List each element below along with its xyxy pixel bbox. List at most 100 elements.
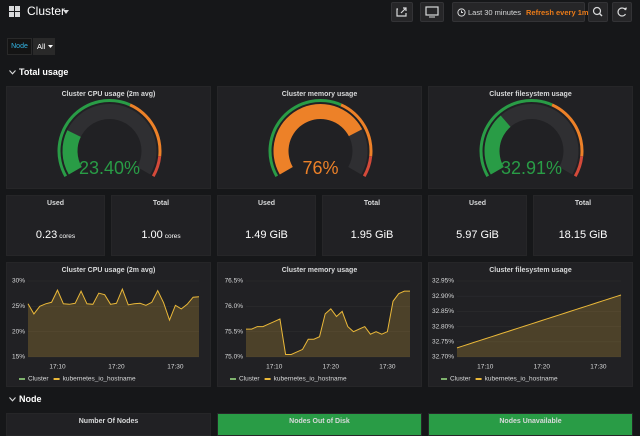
legend-label: Cluster bbox=[239, 376, 260, 383]
gauge-panel: Cluster filesystem usage 32.91% bbox=[428, 86, 633, 189]
gauge-panel: Cluster CPU usage (2m avg) 23.40% bbox=[6, 86, 211, 189]
gauge-track bbox=[484, 103, 579, 175]
clock-icon bbox=[457, 8, 466, 17]
variable-value[interactable]: All bbox=[33, 38, 55, 55]
x-tick-label: 17:30 bbox=[379, 364, 396, 371]
panel-title: Number Of Nodes bbox=[78, 418, 139, 425]
legend-label: kubernetes_io_hostname bbox=[63, 376, 136, 383]
zoom-icon bbox=[592, 6, 603, 17]
gauge: 32.91% bbox=[479, 99, 584, 178]
y-tick-label: 32.70% bbox=[432, 354, 454, 361]
area-fill bbox=[457, 294, 621, 357]
graph: 15% 20% 25% 30% 17:10 17:20 17:30 Cluster kubern… bbox=[12, 278, 200, 383]
y-tick-label: 20% bbox=[12, 328, 25, 335]
x-tick-label: 17:30 bbox=[167, 364, 184, 371]
stat-number: 0.23 bbox=[35, 229, 58, 241]
panel-title: Used bbox=[46, 200, 65, 207]
threshold-band bbox=[340, 103, 373, 157]
panel-title: Nodes Out of Disk bbox=[289, 418, 350, 425]
grid-icon[interactable] bbox=[9, 6, 21, 18]
x-tick-label: 17:10 bbox=[477, 364, 494, 371]
y-tick-label: 32.85% bbox=[432, 308, 454, 315]
share-button[interactable] bbox=[391, 2, 413, 22]
stat-panel: Used 5.97 GiB bbox=[428, 195, 527, 256]
y-tick-label: 32.95% bbox=[432, 278, 454, 285]
row-title[interactable]: Node bbox=[19, 394, 42, 404]
zoom-button[interactable] bbox=[588, 2, 608, 22]
y-tick-label: 15% bbox=[12, 354, 25, 361]
x-tick-label: 17:20 bbox=[108, 364, 125, 371]
legend-label: Cluster bbox=[28, 376, 49, 383]
caret bbox=[63, 10, 69, 14]
stat-unit: GiB bbox=[589, 229, 608, 241]
panel-title: Cluster CPU usage (2m avg) bbox=[61, 267, 156, 274]
tv-button[interactable] bbox=[420, 2, 444, 22]
share-icon bbox=[396, 7, 407, 17]
node-panel: Nodes Out of Disk bbox=[217, 413, 422, 436]
graph-panel: Cluster CPU usage (2m avg) 15% 20% 25% 30% 17… bbox=[6, 262, 211, 387]
panel-title: Nodes Unavailable bbox=[499, 418, 562, 425]
stat-unit: cores bbox=[164, 233, 181, 240]
gauge-value bbox=[273, 103, 363, 175]
node-panel: Nodes Unavailable bbox=[428, 413, 633, 436]
line-series bbox=[456, 294, 622, 349]
stat-panel: Total 1.00 cores bbox=[111, 195, 211, 256]
row-title[interactable]: Total usage bbox=[19, 67, 69, 77]
threshold-band bbox=[573, 156, 584, 177]
stat-number: 1.49 bbox=[245, 229, 267, 241]
y-tick-label: 75.0% bbox=[225, 354, 244, 361]
gauge-value-label: 23.40% bbox=[79, 158, 140, 178]
stat-panel: Total 1.95 GiB bbox=[322, 195, 422, 256]
x-tick-label: 17:30 bbox=[590, 364, 607, 371]
gauge: 76% bbox=[268, 99, 373, 178]
gauge: 23.40% bbox=[57, 99, 162, 178]
row-chevron[interactable] bbox=[9, 397, 16, 402]
threshold-band bbox=[362, 156, 373, 177]
y-tick-label: 32.90% bbox=[432, 293, 454, 300]
area-fill bbox=[28, 289, 199, 357]
threshold-band bbox=[551, 103, 584, 157]
dashboard-title[interactable]: Cluster bbox=[27, 4, 66, 18]
stat-unit: GiB bbox=[480, 229, 499, 241]
variable-label: Node bbox=[7, 38, 32, 55]
stat-number: 5.97 bbox=[456, 229, 478, 241]
stat-value: 0.23 cores bbox=[7, 229, 104, 241]
graph: 75.0% 75.5% 76.0% 76.5% 17:10 17:20 17:30 Clust… bbox=[225, 278, 410, 383]
stat-unit: GiB bbox=[269, 229, 288, 241]
legend-swatch bbox=[441, 378, 447, 380]
stat-value: 1.95 GiB bbox=[323, 229, 421, 241]
legend-swatch bbox=[19, 378, 25, 380]
stat-unit: cores bbox=[59, 233, 76, 240]
panel-title: Cluster filesystem usage bbox=[489, 267, 572, 274]
y-tick-label: 75.5% bbox=[225, 328, 244, 335]
gauge-track bbox=[62, 103, 157, 175]
row-chevron[interactable] bbox=[9, 70, 16, 75]
threshold-band bbox=[129, 103, 162, 157]
graph-panel: Cluster filesystem usage 32.70% 32.75% 32.8… bbox=[428, 262, 633, 387]
stat-value: 18.15 GiB bbox=[534, 229, 632, 241]
y-tick-label: 25% bbox=[12, 303, 25, 310]
graph: 32.70% 32.75% 32.80% 32.85% 32.90% 32.95% 17:1… bbox=[432, 278, 622, 383]
refresh-icon bbox=[617, 7, 627, 17]
line-series bbox=[27, 287, 200, 322]
refresh-button[interactable] bbox=[612, 2, 632, 22]
stat-value: 5.97 GiB bbox=[429, 229, 526, 241]
panel-title: Cluster filesystem usage bbox=[489, 91, 572, 98]
panel-title: Total bbox=[574, 200, 592, 207]
threshold-band bbox=[151, 156, 162, 177]
stat-panel: Total 18.15 GiB bbox=[533, 195, 633, 256]
panel-title: Cluster CPU usage (2m avg) bbox=[61, 91, 156, 98]
tv-icon bbox=[425, 6, 439, 18]
panel-title: Cluster memory usage bbox=[281, 91, 358, 98]
time-picker[interactable]: Last 30 minutes Refresh every 1m bbox=[452, 2, 589, 22]
x-tick-label: 17:20 bbox=[534, 364, 551, 371]
gauge-value bbox=[484, 115, 511, 175]
time-range: Last 30 minutes bbox=[468, 8, 521, 17]
y-tick-label: 76.5% bbox=[225, 278, 244, 285]
panel-title: Used bbox=[468, 200, 487, 207]
panel-title: Used bbox=[257, 200, 276, 207]
line-series bbox=[246, 290, 410, 355]
node-panel: Number Of Nodes bbox=[6, 413, 211, 436]
stat-value: 1.49 GiB bbox=[218, 229, 315, 241]
